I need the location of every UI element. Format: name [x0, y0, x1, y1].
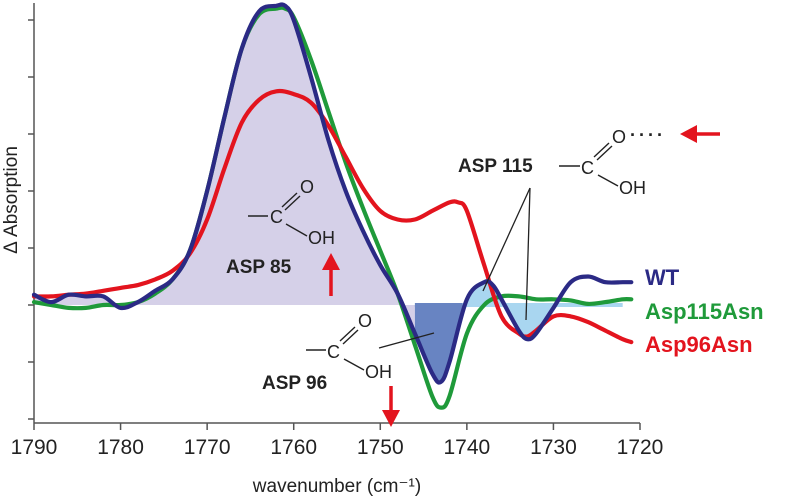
asp85-double-bond-2 [284, 195, 301, 211]
asp85-oxygen: O [300, 177, 314, 197]
x-tick-label: 1740 [443, 436, 490, 459]
asp85-label: ASP 85 [226, 257, 292, 278]
asp85-double-bond-1 [281, 192, 298, 208]
x-axis-title: wavenumber (cm⁻¹) [252, 476, 421, 497]
asp96-carbon: C [327, 342, 340, 362]
asp96-double-bond-2 [342, 329, 359, 345]
asp115-oxygen: O [612, 127, 626, 147]
x-ticks: 1790 1780 1770 1760 1750 1740 1730 1720 [11, 423, 664, 459]
asp85-carbon: C [270, 207, 283, 227]
asp96-hydroxyl: OH [365, 362, 392, 382]
y-axis-title: Δ Absorption [1, 146, 22, 254]
arrow-left-icon [680, 125, 720, 143]
x-tick-label: 1720 [617, 436, 664, 459]
asp115-hydroxyl: OH [619, 178, 646, 198]
annotation-asp85: C O OH ASP 85 [226, 177, 340, 296]
legend: WT Asp115Asn Asp96Asn [645, 265, 764, 357]
baseline-band-dark [414, 303, 463, 307]
x-tick-label: 1770 [184, 436, 231, 459]
arrow-down-icon [382, 386, 400, 427]
legend-asp96asn: Asp96Asn [645, 332, 753, 357]
asp85-single-bond [285, 223, 308, 237]
asp115-pointer-2 [525, 187, 531, 321]
baseline-band [414, 303, 623, 307]
shaded-areas [34, 4, 623, 383]
shaded-region-asp96 [414, 305, 463, 383]
asp96-single-bond [343, 358, 365, 371]
axes [33, 3, 640, 424]
x-tick-label: 1730 [530, 436, 577, 459]
asp96-pointer [378, 332, 435, 349]
annotation-asp96: C O OH ASP 96 [262, 311, 435, 427]
arrow-up-icon [322, 253, 340, 296]
asp115-pointer-1 [482, 187, 531, 292]
series-line-wt [31, 2, 634, 385]
asp115-hbond: ···· [630, 125, 666, 145]
annotation-asp115: ASP 115 C O ···· OH [458, 125, 720, 321]
y-ticks [28, 19, 34, 420]
asp85-hydroxyl: OH [308, 228, 335, 248]
series-lines [31, 2, 634, 410]
legend-asp115asn: Asp115Asn [645, 299, 764, 324]
legend-wt: WT [645, 265, 680, 290]
asp115-double-bond-1 [593, 142, 610, 158]
x-tick-label: 1760 [270, 436, 317, 459]
asp115-double-bond-2 [596, 145, 613, 161]
asp115-single-bond [597, 174, 619, 187]
x-tick-label: 1780 [97, 436, 144, 459]
asp115-carbon: C [581, 158, 594, 178]
asp96-double-bond-1 [339, 326, 356, 342]
x-tick-label: 1790 [11, 436, 58, 459]
asp96-label: ASP 96 [262, 373, 327, 394]
asp96-oxygen: O [358, 311, 372, 331]
asp115-label: ASP 115 [458, 156, 533, 177]
x-tick-label: 1750 [357, 436, 404, 459]
